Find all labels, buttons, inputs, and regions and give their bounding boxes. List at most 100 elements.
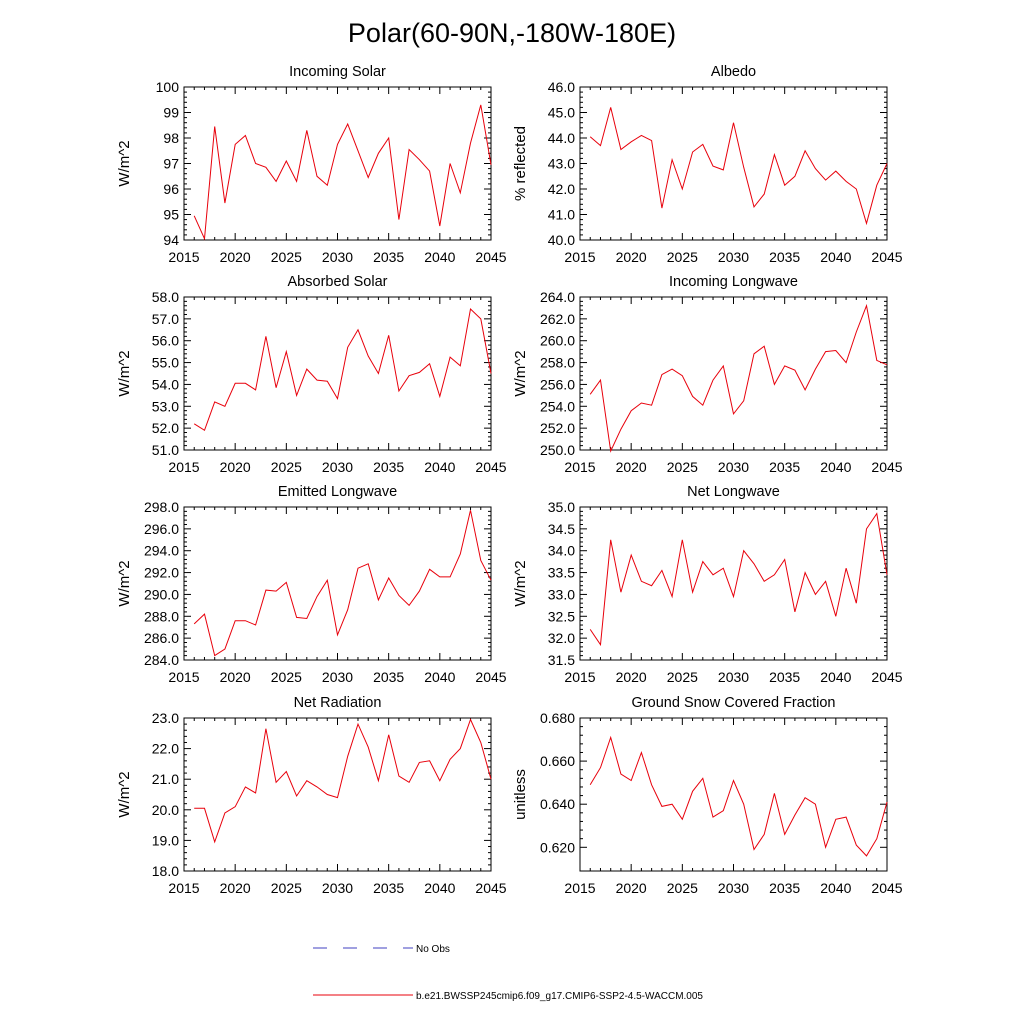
series-line	[193, 307, 492, 432]
x-tick-label: 2045	[871, 459, 902, 475]
y-tick-label: 260.0	[540, 333, 575, 349]
chart-title: Absorbed Solar	[288, 274, 388, 290]
plot-frame	[183, 86, 492, 241]
y-tick-label: 43.0	[548, 156, 575, 172]
x-tick-label: 2015	[564, 249, 595, 265]
y-tick-label: 53.0	[152, 398, 179, 414]
x-tick-label: 2015	[168, 459, 199, 475]
y-tick-label: 32.0	[548, 630, 575, 646]
x-tick-label: 2015	[168, 249, 199, 265]
x-tick-label: 2030	[718, 669, 749, 685]
series-line	[193, 510, 492, 657]
y-tick-label: 33.5	[548, 565, 575, 581]
y-tick-label: 45.0	[548, 105, 575, 121]
x-tick-label: 2040	[424, 880, 455, 896]
x-tick-label: 2015	[168, 880, 199, 896]
x-tick-label: 2035	[769, 880, 800, 896]
chart-panel-2: Albedo % reflected 2015 2020 2025 2030 2035 204…	[512, 64, 903, 265]
y-tick-label: 41.0	[548, 207, 575, 223]
x-tick-label: 2020	[616, 880, 647, 896]
chart-title: Ground Snow Covered Fraction	[632, 695, 836, 711]
chart-panel-5: Emitted Longwave W/m^2 2015 2020 2025 2030 203…	[116, 484, 507, 685]
x-tick-label: 2045	[871, 669, 902, 685]
x-tick-label: 2040	[820, 249, 851, 265]
chart-title: Incoming Solar	[289, 64, 386, 80]
y-tick-label: 57.0	[152, 311, 179, 327]
x-tick-label: 2025	[271, 459, 302, 475]
y-tick-label: 0.660	[540, 753, 575, 769]
x-tick-label: 2020	[220, 459, 251, 475]
y-axis-label: W/m^2	[116, 560, 133, 606]
y-axis-label: W/m^2	[512, 560, 529, 606]
x-tick-label: 2040	[424, 249, 455, 265]
y-tick-label: 33.0	[548, 586, 575, 602]
x-tick-label: 2025	[667, 880, 698, 896]
y-tick-label: 21.0	[152, 771, 179, 787]
series-line	[193, 104, 492, 241]
plot-frame	[183, 506, 492, 661]
x-tick-label: 2025	[271, 880, 302, 896]
x-tick-label: 2015	[168, 669, 199, 685]
plot-frame	[579, 506, 888, 661]
x-tick-label: 2030	[718, 249, 749, 265]
x-tick-label: 2035	[373, 459, 404, 475]
y-tick-label: 262.0	[540, 311, 575, 327]
chart-panel-1: Incoming Solar W/m^2 2015 2020 2025 2030 2035 2…	[116, 64, 507, 265]
x-tick-label: 2040	[424, 669, 455, 685]
x-tick-label: 2040	[820, 880, 851, 896]
y-axis-label: % reflected	[512, 126, 529, 201]
y-tick-label: 40.0	[548, 232, 575, 248]
y-tick-label: 20.0	[152, 802, 179, 818]
x-tick-label: 2040	[424, 459, 455, 475]
y-tick-label: 98	[163, 130, 179, 146]
x-tick-label: 2045	[871, 880, 902, 896]
y-tick-label: 35.0	[548, 499, 575, 515]
x-tick-label: 2015	[564, 669, 595, 685]
y-tick-label: 18.0	[152, 863, 179, 879]
chart-title: Emitted Longwave	[278, 484, 397, 500]
series-line	[589, 735, 888, 857]
x-tick-label: 2025	[667, 459, 698, 475]
y-tick-label: 258.0	[540, 355, 575, 371]
y-tick-label: 100	[156, 79, 180, 95]
chart-panel-4: Incoming Longwave W/m^2 2015 2020 2025 2030 20…	[512, 274, 903, 475]
x-tick-label: 2020	[616, 669, 647, 685]
y-tick-label: 96	[163, 181, 179, 197]
chart-title: Albedo	[711, 64, 756, 80]
x-tick-label: 2025	[667, 249, 698, 265]
x-tick-label: 2015	[564, 459, 595, 475]
y-axis-label: W/m^2	[116, 350, 133, 396]
y-tick-label: 288.0	[144, 608, 179, 624]
y-tick-label: 52.0	[152, 420, 179, 436]
x-tick-label: 2035	[373, 669, 404, 685]
y-tick-label: 250.0	[540, 442, 575, 458]
x-tick-label: 2025	[271, 249, 302, 265]
x-tick-label: 2040	[820, 669, 851, 685]
y-tick-label: 94	[163, 232, 179, 248]
series-line	[589, 303, 888, 453]
legend-model-label: b.e21.BWSSP245cmip6.f09_g17.CMIP6-SSP2-4…	[416, 991, 703, 1002]
plot-frame	[183, 717, 492, 872]
y-tick-label: 254.0	[540, 398, 575, 414]
y-tick-label: 99	[163, 105, 179, 121]
plot-frame	[183, 296, 492, 451]
y-tick-label: 298.0	[144, 499, 179, 515]
x-tick-label: 2040	[820, 459, 851, 475]
x-tick-label: 2020	[220, 249, 251, 265]
y-tick-label: 97	[163, 156, 179, 172]
y-axis-label: W/m^2	[116, 140, 133, 186]
x-tick-label: 2020	[616, 459, 647, 475]
plot-frame	[579, 717, 888, 872]
y-tick-label: 292.0	[144, 565, 179, 581]
y-tick-label: 42.0	[548, 181, 575, 197]
y-tick-label: 0.640	[540, 796, 575, 812]
legend: No Obs b.e21.BWSSP245cmip6.f09_g17.CMIP6…	[313, 944, 703, 1002]
y-tick-label: 286.0	[144, 630, 179, 646]
chart-panel-6: Net Longwave W/m^2 2015 2020 2025 2030 2035 204…	[512, 484, 903, 685]
y-tick-label: 290.0	[144, 586, 179, 602]
x-tick-label: 2020	[616, 249, 647, 265]
figure-title: Polar(60-90N,-180W-180E)	[348, 18, 676, 48]
y-tick-label: 264.0	[540, 289, 575, 305]
